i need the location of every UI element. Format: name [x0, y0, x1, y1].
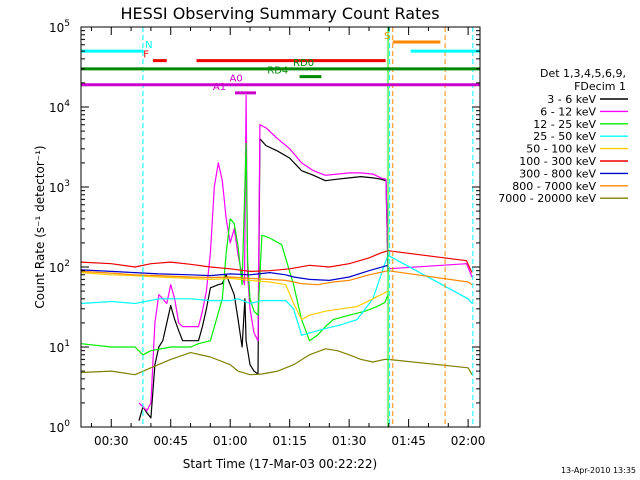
- legend-entry-label: 6 - 12 keV: [540, 105, 596, 118]
- legend-entry-label: 12 - 25 keV: [533, 118, 596, 131]
- series-line-1: [138, 138, 389, 421]
- y-tick-exponent: 1: [64, 339, 70, 349]
- legend-entry-label: 3 - 6 keV: [547, 93, 596, 106]
- y-tick-base: 10: [49, 181, 64, 195]
- y-tick-exponent: 2: [64, 259, 70, 269]
- y-tick-base: 10: [49, 341, 64, 355]
- flag-label: A0: [230, 74, 243, 85]
- y-tick-label: 102: [49, 259, 70, 275]
- x-tick-label: 01:00: [213, 434, 248, 448]
- y-axis-label: Count Rate (s⁻¹ detector⁻¹): [33, 145, 47, 308]
- y-tick-label: 101: [49, 339, 70, 355]
- flag-label: S: [384, 31, 390, 42]
- x-tick-label: 01:30: [332, 434, 367, 448]
- y-tick-label: 104: [49, 99, 70, 115]
- y-tick-exponent: 4: [64, 99, 70, 109]
- flag-label: F: [143, 50, 149, 61]
- chart-title: HESSI Observing Summary Count Rates: [120, 4, 439, 23]
- x-tick-label: 00:30: [94, 434, 129, 448]
- legend-entry-label: 7000 - 20000 keV: [498, 192, 596, 205]
- x-tick-label: 02:00: [451, 434, 486, 448]
- legend-entry-label: 800 - 7000 keV: [512, 180, 596, 193]
- legend-title-line-2: FDecim 1: [574, 80, 626, 93]
- y-tick-base: 10: [49, 421, 64, 435]
- y-tick-exponent: 0: [64, 419, 70, 429]
- series-line-4: [81, 254, 473, 336]
- y-tick-exponent: 5: [64, 19, 70, 29]
- plot-content: N S F RD0 RD4 A0 A1: [81, 27, 480, 427]
- y-tick-label: 103: [49, 179, 70, 195]
- y-tick-label: 105: [49, 19, 70, 35]
- plot-frame: [80, 26, 481, 428]
- legend-title-line-1: Det 1,3,4,5,6,9,: [540, 67, 626, 80]
- series-line-8: [81, 270, 473, 286]
- series-line-7: [81, 264, 389, 281]
- series-line-9: [81, 348, 473, 376]
- legend-entry-label: 50 - 100 keV: [526, 143, 596, 156]
- x-tick-label: 01:15: [272, 434, 307, 448]
- flag-label: N: [145, 40, 152, 51]
- y-tick-exponent: 3: [64, 179, 70, 189]
- x-tick-label: 00:45: [153, 434, 188, 448]
- series-line-6: [81, 250, 473, 273]
- x-axis-label: Start Time (17-Mar-03 00:22:22): [183, 457, 377, 471]
- flag-label: RD4: [267, 66, 288, 77]
- series-line-5: [81, 272, 389, 321]
- legend-entry-label: 300 - 800 keV: [519, 167, 596, 180]
- x-tick-label: 01:45: [391, 434, 426, 448]
- footer-timestamp: 13-Apr-2010 13:35: [561, 466, 636, 475]
- y-tick-base: 10: [49, 21, 64, 35]
- flag-label: RD0: [293, 58, 314, 69]
- y-tick-base: 10: [49, 101, 64, 115]
- legend-entry-label: 100 - 300 keV: [519, 155, 596, 168]
- flag-label: A1: [213, 82, 226, 93]
- y-tick-base: 10: [49, 261, 64, 275]
- y-tick-label: 100: [49, 419, 70, 435]
- legend-entry-label: 25 - 50 keV: [533, 130, 596, 143]
